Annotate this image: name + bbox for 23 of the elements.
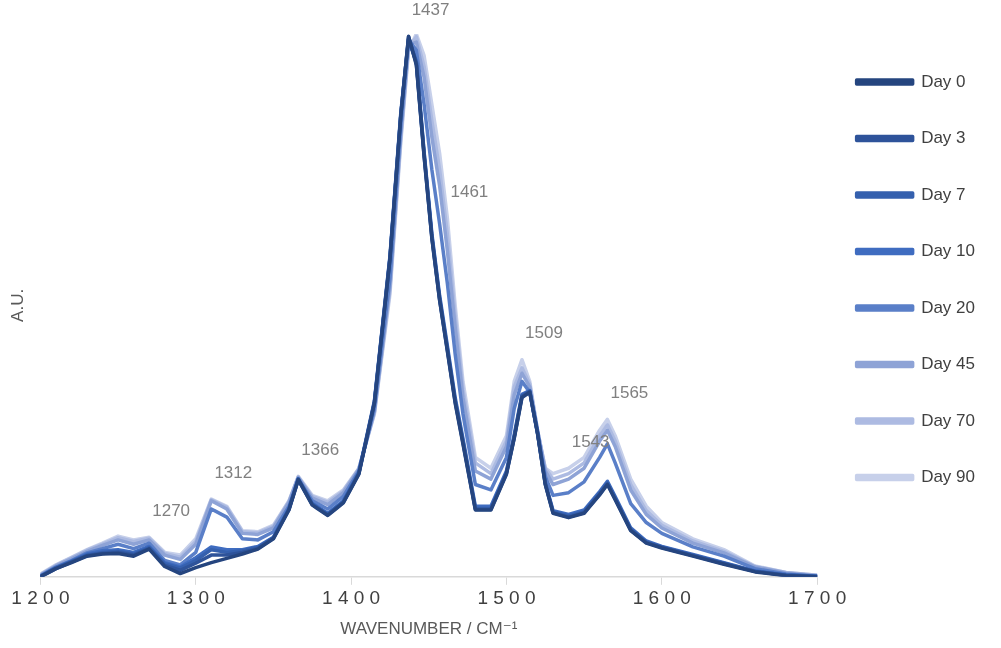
legend-label: Day 70 (921, 410, 976, 430)
y-axis-title: A.U. (7, 288, 27, 322)
legend-label: Day 45 (921, 354, 976, 374)
x-axis-title: WAVENUMBER / CM⁻¹ (340, 619, 518, 639)
annotation: 1565 (610, 383, 649, 403)
legend-label: Day 10 (921, 241, 976, 261)
legend-label: Day 20 (921, 297, 976, 317)
x-tick-label: 1 3 0 0 (166, 587, 225, 609)
x-tick-label: 1 4 0 0 (322, 587, 381, 609)
annotation: 1437 (411, 0, 450, 19)
x-tick-label: 1 2 0 0 (11, 587, 70, 609)
annotation: 1509 (525, 323, 563, 343)
legend-label: Day 3 (921, 128, 966, 148)
annotation: 1312 (214, 462, 253, 482)
x-tick-label: 1 5 0 0 (477, 587, 536, 609)
annotation: 1366 (301, 440, 340, 460)
legend-label: Day 90 (921, 467, 976, 487)
x-tick-label: 1 6 0 0 (632, 587, 691, 609)
legend-label: Day 7 (921, 184, 966, 204)
annotation: 1270 (152, 500, 191, 520)
legend-label: Day 0 (921, 71, 966, 91)
x-tick-label: 1 7 0 0 (788, 587, 847, 609)
annotation: 1461 (450, 182, 489, 202)
